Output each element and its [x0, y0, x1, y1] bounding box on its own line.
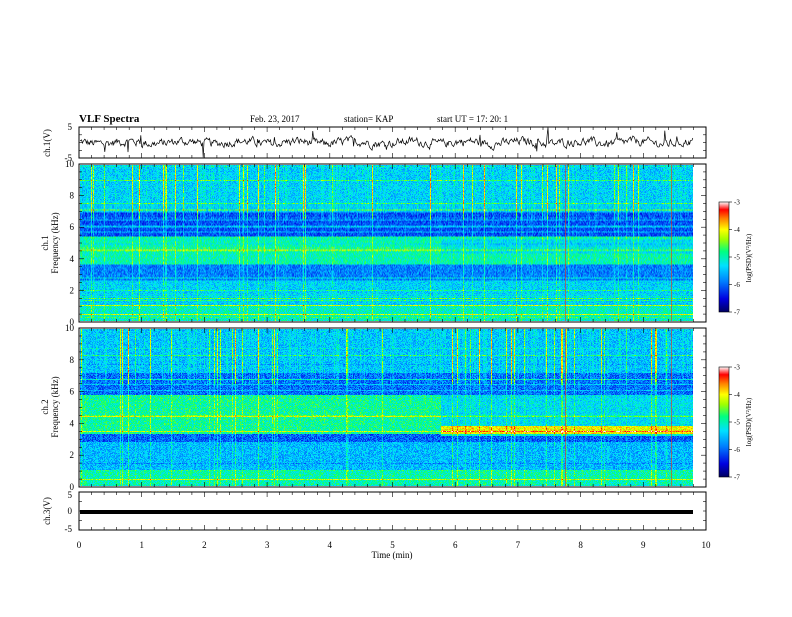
y-tick-label: 0	[70, 317, 75, 327]
ch1-ytick-neg5: -5	[65, 153, 73, 163]
ch3-waveform-panel: 5 0 -5 ch.3(V)	[42, 490, 707, 534]
ch1-waveform-panel: 5 -5 ch.1(V)	[42, 122, 707, 163]
y-tick-label: 2	[70, 285, 75, 295]
colorbar-tick-label: -5	[734, 419, 740, 427]
ch3-ytick-5: 5	[68, 490, 73, 500]
ch3-ytick-neg5: -5	[65, 524, 73, 534]
ch1-spec-ytick-labels: 0 2 4 6 8 10	[65, 159, 75, 327]
header-start-time: start UT = 17: 20: 1	[437, 114, 508, 124]
ch2-colorbar-ticks: -3 -4 -5 -6 -7	[729, 364, 740, 482]
colorbar-tick-label: -3	[734, 364, 740, 372]
x-tick-label: 3	[265, 540, 270, 550]
ch1-colorbar-ticks: -3 -4 -5 -6 -7	[729, 199, 740, 317]
figure-title: VLF Spectra	[79, 113, 140, 125]
colorbar-tick-label: -7	[734, 309, 740, 317]
ch2-spec-channel-label: ch.2	[40, 399, 50, 414]
ch1-spec-ylabel: Frequency (kHz)	[50, 212, 60, 273]
ch2-spec-ylabel: Frequency (kHz)	[50, 376, 60, 437]
colorbar-tick-label: -6	[734, 281, 740, 289]
x-tick-label: 10	[702, 540, 712, 550]
x-tick-label: 7	[516, 540, 521, 550]
ch3-ylabel: ch.3(V)	[42, 497, 52, 525]
y-tick-label: 10	[65, 323, 75, 333]
y-tick-label: 2	[70, 450, 75, 460]
colorbar-tick-label: -7	[734, 474, 740, 482]
ch3-ytick-0: 0	[68, 506, 73, 516]
header-date: Feb. 23, 2017	[250, 114, 300, 124]
y-tick-label: 8	[70, 355, 75, 365]
ch2-colorbar-gradient	[718, 366, 730, 478]
ch1-spec-channel-label: ch.1	[40, 235, 50, 250]
y-tick-label: 4	[70, 418, 75, 428]
ch1-colorbar-gradient	[718, 201, 730, 313]
y-tick-label: 4	[70, 254, 75, 264]
y-tick-label: 10	[65, 159, 75, 169]
ch1-colorbar: -3 -4 -5 -6 -7 log(PSD)(V²/Hz)	[718, 199, 753, 317]
colorbar-tick-label: -6	[734, 446, 740, 454]
x-axis-label: Time (min)	[372, 550, 413, 560]
x-tick-label: 0	[77, 540, 82, 550]
y-tick-label: 8	[70, 191, 75, 201]
y-tick-label: 6	[70, 222, 75, 232]
x-tick-label: 4	[328, 540, 333, 550]
x-tick-label: 1	[139, 540, 144, 550]
colorbar-tick-label: -4	[734, 226, 740, 234]
ch1-spectrogram-image	[80, 165, 693, 321]
colorbar-tick-label: -3	[734, 199, 740, 207]
ch2-spec-ytick-labels: 0 2 4 6 8 10	[65, 323, 75, 492]
ch1-colorbar-label: log(PSD)(V²/Hz)	[745, 233, 753, 282]
y-tick-label: 0	[70, 482, 75, 492]
x-tick-label: 9	[641, 540, 646, 550]
x-axis-tick-labels: 0 1 2 3 4 5 6 7 8 9 10	[77, 540, 711, 550]
colorbar-tick-label: -4	[734, 391, 740, 399]
y-tick-label: 6	[70, 387, 75, 397]
ch2-spectrogram-panel: 0 2 4 6 8 10 ch.2 Frequency (kHz)	[40, 323, 707, 492]
ch3-ticks	[78, 491, 707, 531]
ch1-ticks	[78, 126, 707, 159]
ch1-ylabel: ch.1(V)	[42, 129, 52, 157]
ch2-spectrogram-image	[80, 329, 693, 486]
ch2-colorbar-label: log(PSD)(V²/Hz)	[745, 397, 753, 446]
ch2-spec-ticks	[78, 327, 707, 488]
ch2-colorbar: -3 -4 -5 -6 -7 log(PSD)(V²/Hz)	[718, 364, 753, 482]
x-tick-label: 8	[578, 540, 583, 550]
ch1-trace	[79, 127, 694, 158]
ch1-spec-ticks	[78, 163, 707, 323]
x-tick-label: 2	[202, 540, 207, 550]
x-tick-label: 6	[453, 540, 458, 550]
colorbar-tick-label: -5	[734, 254, 740, 262]
x-tick-label: 5	[390, 540, 395, 550]
ch1-spectrogram-panel: 0 2 4 6 8 10 ch.1 Frequency (kHz)	[40, 159, 707, 327]
header-station: station= KAP	[344, 114, 393, 124]
ch1-ytick-5: 5	[68, 122, 73, 132]
